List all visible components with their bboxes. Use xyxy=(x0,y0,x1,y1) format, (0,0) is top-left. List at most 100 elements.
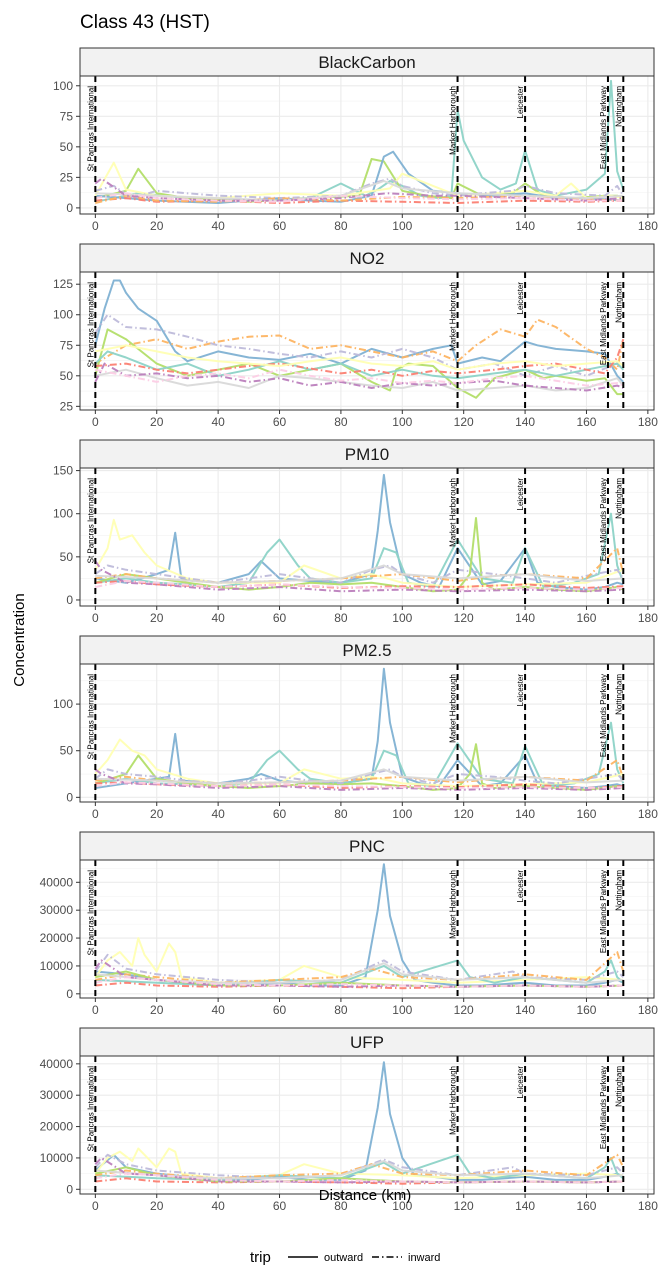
strip-background xyxy=(79,47,655,77)
station-label: St Pancras International xyxy=(86,1066,95,1152)
y-tick-label: 10000 xyxy=(40,1151,74,1165)
x-tick-label: 140 xyxy=(515,1199,535,1213)
series-line-9 xyxy=(95,344,624,371)
x-tick-label: 20 xyxy=(150,611,164,625)
strip-background xyxy=(79,1027,655,1057)
series-line-3 xyxy=(94,161,624,200)
y-tick-label: 0 xyxy=(66,987,73,1001)
x-tick-label: 180 xyxy=(638,1003,658,1017)
x-tick-label: 40 xyxy=(211,415,225,429)
series-line-3 xyxy=(94,1153,625,1180)
y-tick-label: 30000 xyxy=(40,1088,74,1102)
series-line-7 xyxy=(95,180,624,202)
y-tick-label: 100 xyxy=(53,697,73,711)
x-tick-label: 100 xyxy=(392,415,412,429)
x-tick-label: 120 xyxy=(454,219,474,233)
facet-panels: BlackCarbon 0 20 40 60 80 100 120 140 160 180 0 25 50… xyxy=(40,47,658,1213)
x-tick-label: 160 xyxy=(576,219,596,233)
x-tick-label: 160 xyxy=(576,1199,596,1213)
station-label: Leicester xyxy=(516,282,525,315)
y-tick-label: 125 xyxy=(53,277,73,291)
panel-border xyxy=(79,75,655,215)
strip-background xyxy=(79,243,655,273)
series-line-7 xyxy=(94,362,624,392)
station-label: St Pancras International xyxy=(86,870,95,956)
strip-background xyxy=(79,831,655,861)
series-line-5 xyxy=(95,368,625,392)
series-line-9 xyxy=(95,580,624,591)
x-tick-label: 140 xyxy=(515,415,535,429)
series-line-7 xyxy=(95,768,624,785)
series-line-2 xyxy=(95,150,624,204)
panel-border xyxy=(79,859,655,999)
station-label: East Midlands Parkway xyxy=(599,870,608,953)
series-line-2 xyxy=(94,313,625,377)
series-line-4 xyxy=(94,564,625,584)
station-label: Market Harborough xyxy=(449,282,458,351)
x-tick-label: 0 xyxy=(92,219,99,233)
x-tick-label: 100 xyxy=(392,611,412,625)
station-label: Leicester xyxy=(516,870,525,903)
station-label: Nottingham xyxy=(614,478,623,519)
legend: trip outward inward xyxy=(250,1249,440,1266)
station-label: Nottingham xyxy=(614,674,623,715)
station-label: Leicester xyxy=(516,478,525,511)
x-tick-label: 80 xyxy=(334,1003,348,1017)
series-line-8 xyxy=(95,368,624,387)
x-tick-label: 80 xyxy=(334,807,348,821)
y-tick-label: 0 xyxy=(66,593,73,607)
x-tick-label: 80 xyxy=(334,611,348,625)
y-tick-label: 50 xyxy=(60,744,74,758)
x-tick-label: 40 xyxy=(211,1003,225,1017)
y-tick-label: 0 xyxy=(66,201,73,215)
y-tick-label: 10000 xyxy=(40,959,74,973)
station-label: East Midlands Parkway xyxy=(599,282,608,365)
x-tick-label: 20 xyxy=(150,807,164,821)
x-tick-label: 160 xyxy=(576,1003,596,1017)
x-tick-label: 60 xyxy=(273,807,287,821)
x-tick-label: 140 xyxy=(515,807,535,821)
x-tick-label: 20 xyxy=(150,219,164,233)
panel-pm25: PM2.5 0 20 40 60 80 100 120 140 160 180 0 50 100 St Pa… xyxy=(53,635,658,821)
legend-title: trip xyxy=(250,1249,271,1266)
series-line-8 xyxy=(94,1156,624,1184)
y-tick-label: 50 xyxy=(60,369,74,383)
panel-border xyxy=(79,467,655,607)
x-tick-label: 180 xyxy=(638,807,658,821)
x-tick-label: 120 xyxy=(454,415,474,429)
x-tick-label: 120 xyxy=(454,1199,474,1213)
station-label: Market Harborough xyxy=(449,1066,458,1135)
x-tick-label: 60 xyxy=(273,611,287,625)
strip-background xyxy=(79,439,655,469)
strip-label: BlackCarbon xyxy=(318,53,415,72)
x-tick-label: 60 xyxy=(273,1003,287,1017)
station-label: Nottingham xyxy=(614,870,623,911)
y-tick-label: 75 xyxy=(60,109,74,123)
series-line-5 xyxy=(95,580,624,589)
x-axis-title: Distance (km) xyxy=(319,1187,412,1204)
station-label: St Pancras International xyxy=(86,674,95,760)
x-tick-label: 40 xyxy=(211,807,225,821)
x-tick-label: 40 xyxy=(211,1199,225,1213)
panel-pm10: PM10 0 20 40 60 80 100 120 140 160 180 0 50 100 150 St … xyxy=(53,439,658,625)
x-tick-label: 60 xyxy=(273,219,287,233)
y-tick-label: 25 xyxy=(60,399,74,413)
x-tick-label: 180 xyxy=(638,415,658,429)
legend-label-outward: outward xyxy=(324,1252,363,1264)
panel-background xyxy=(80,860,654,998)
station-label: Nottingham xyxy=(614,282,623,323)
panel-border xyxy=(79,663,655,803)
panel-pnc: PNC 0 20 40 60 80 100 120 140 160 180 0 10000 20000 30… xyxy=(40,831,658,1017)
x-tick-label: 180 xyxy=(638,611,658,625)
series-line-0 xyxy=(94,279,625,383)
station-label: St Pancras International xyxy=(86,86,95,172)
station-label: Leicester xyxy=(516,1066,525,1099)
x-tick-label: 100 xyxy=(392,1003,412,1017)
x-tick-label: 60 xyxy=(273,1199,287,1213)
x-tick-label: 20 xyxy=(150,415,164,429)
series-line-4 xyxy=(94,350,625,380)
y-tick-label: 50 xyxy=(60,550,74,564)
y-tick-label: 40000 xyxy=(40,1057,74,1071)
strip-label: PM10 xyxy=(345,445,389,464)
panel-no2: NO2 0 20 40 60 80 100 120 140 160 180 25 50 75 100 125 S… xyxy=(53,243,658,429)
